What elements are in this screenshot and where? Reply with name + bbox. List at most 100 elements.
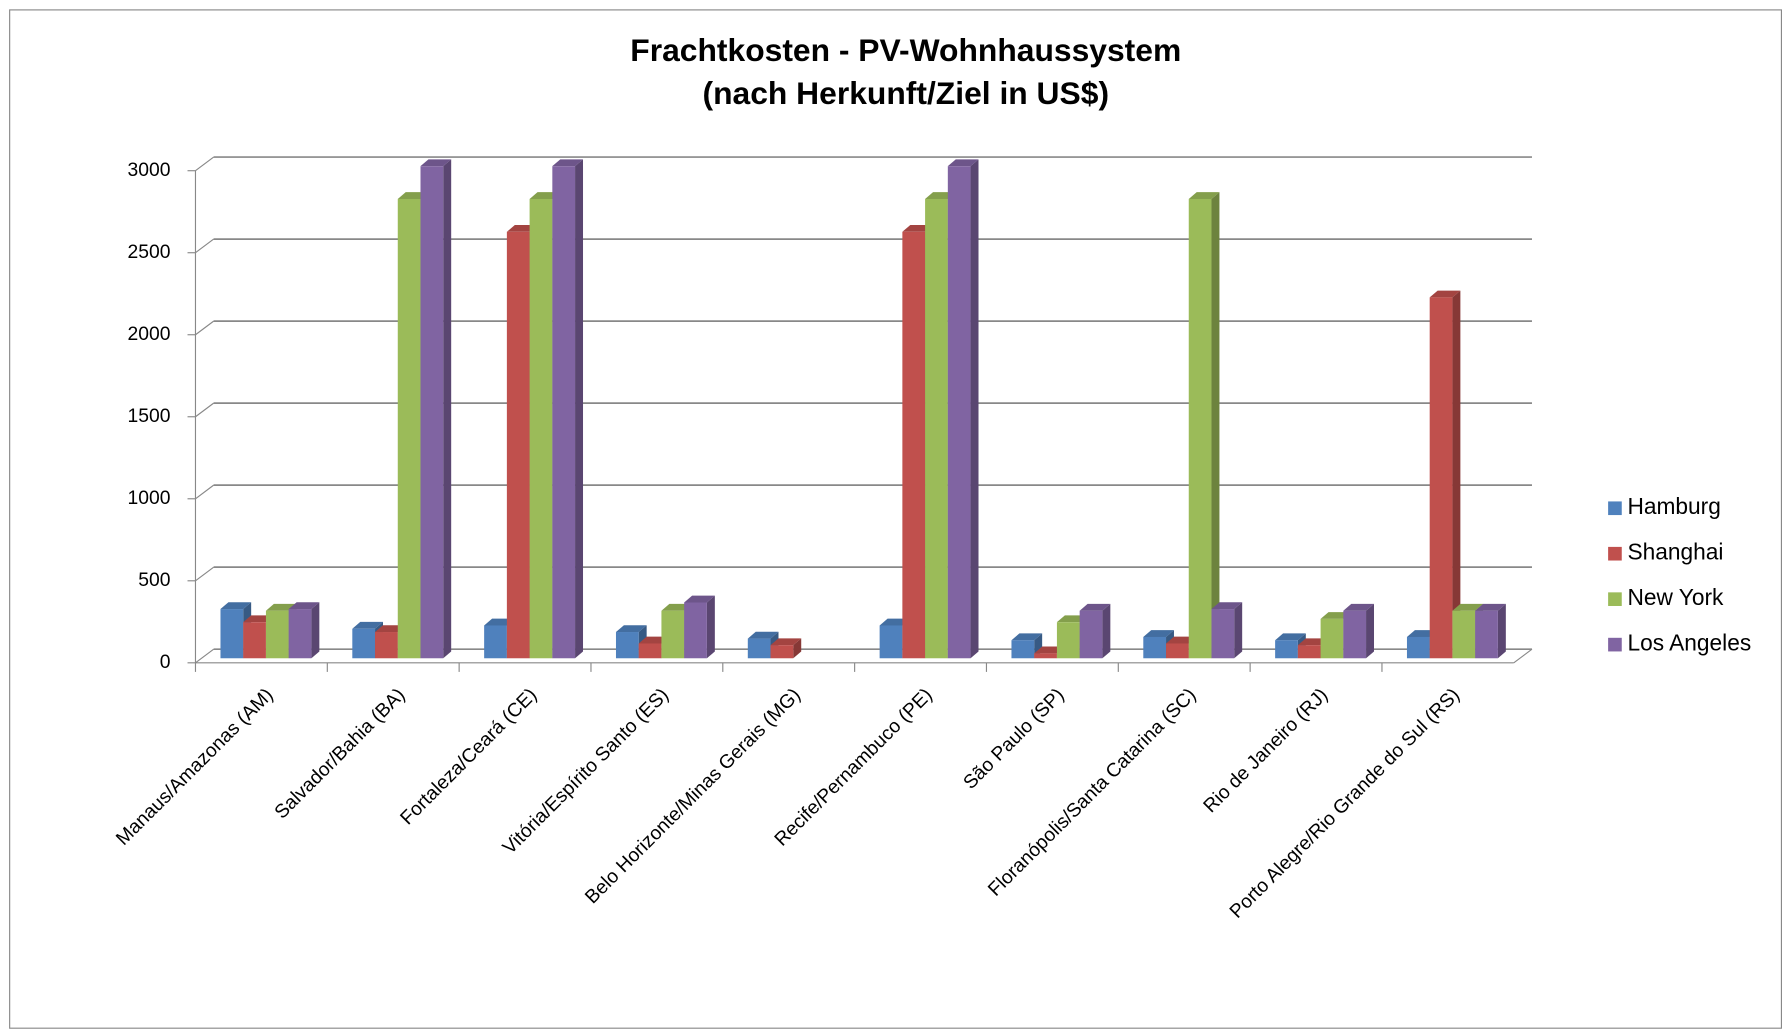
bar-front bbox=[552, 166, 576, 659]
y-tick-label: 2000 bbox=[128, 324, 171, 345]
grid-line-depth bbox=[195, 238, 214, 254]
bar-front bbox=[747, 638, 771, 659]
grid-line-depth bbox=[195, 402, 214, 418]
bar-front bbox=[770, 645, 794, 659]
bar-front bbox=[947, 166, 971, 659]
bar-top bbox=[684, 595, 715, 603]
chart-subtitle: (nach Herkunft/Ziel in US$) bbox=[703, 75, 1110, 111]
bar-front bbox=[879, 625, 903, 659]
bar-top bbox=[1211, 602, 1243, 610]
y-tick-label: 2500 bbox=[128, 242, 171, 263]
bar-front bbox=[925, 198, 948, 659]
bar bbox=[947, 159, 979, 659]
bar-front bbox=[506, 231, 530, 659]
bar bbox=[420, 159, 452, 659]
bar-front bbox=[265, 610, 289, 659]
bar bbox=[684, 595, 715, 659]
bar bbox=[1343, 603, 1375, 659]
bar-front bbox=[1320, 618, 1344, 659]
bar-front bbox=[1056, 622, 1080, 659]
bar bbox=[1475, 603, 1506, 659]
bar-top bbox=[288, 602, 320, 610]
bar-front bbox=[352, 628, 376, 659]
grid-line-depth bbox=[195, 156, 214, 172]
bar-front bbox=[420, 166, 444, 659]
bar-side bbox=[1102, 603, 1111, 659]
bar-top bbox=[747, 631, 779, 639]
legend-swatch bbox=[1608, 592, 1622, 606]
grid-line-depth bbox=[195, 320, 214, 336]
bar-front bbox=[1429, 297, 1453, 659]
bar-front bbox=[661, 610, 685, 659]
legend-label: Los Angeles bbox=[1627, 630, 1751, 656]
bar-front bbox=[1297, 645, 1321, 659]
legend-label: Shanghai bbox=[1627, 539, 1723, 565]
bar bbox=[1211, 602, 1243, 659]
y-tick-label: 3000 bbox=[128, 160, 171, 181]
bar bbox=[552, 159, 584, 659]
legend-swatch bbox=[1608, 546, 1622, 561]
bar-top bbox=[1188, 192, 1220, 199]
bar-top bbox=[1275, 633, 1306, 641]
grid-line-depth bbox=[195, 484, 214, 500]
bar-top bbox=[1011, 633, 1043, 641]
grid-line-depth bbox=[195, 648, 214, 664]
bar bbox=[1011, 633, 1043, 659]
bar-side bbox=[311, 602, 320, 659]
bar-top bbox=[770, 638, 802, 646]
bar-front bbox=[1079, 610, 1103, 659]
bar-side bbox=[970, 159, 979, 659]
bar-front bbox=[1143, 636, 1167, 659]
bar-front bbox=[484, 625, 507, 659]
bar-top bbox=[352, 621, 383, 629]
bar-front bbox=[1188, 198, 1212, 659]
bar-top bbox=[420, 159, 452, 167]
bar-side bbox=[443, 159, 452, 659]
bar-front bbox=[397, 198, 421, 659]
legend-swatch bbox=[1608, 501, 1622, 516]
bar-side bbox=[1452, 290, 1461, 659]
bar-front bbox=[529, 198, 553, 659]
legend-label: New York bbox=[1627, 584, 1724, 610]
bar-top bbox=[947, 159, 979, 167]
bar-front bbox=[375, 632, 398, 659]
bar-front bbox=[615, 632, 639, 659]
bar-top bbox=[1143, 630, 1174, 637]
bar bbox=[1429, 290, 1461, 659]
y-tick-label: 1000 bbox=[128, 488, 171, 509]
bar-side bbox=[1234, 602, 1243, 659]
bar-side bbox=[706, 595, 715, 659]
y-tick-label: 1500 bbox=[128, 406, 171, 427]
bar-top bbox=[1452, 603, 1484, 611]
y-tick-label: 0 bbox=[160, 652, 171, 673]
bar-top bbox=[1475, 603, 1506, 611]
bar-front bbox=[220, 609, 244, 659]
bar-front bbox=[243, 622, 266, 659]
bar-front bbox=[1343, 610, 1367, 659]
grid-line-depth bbox=[195, 566, 214, 582]
floor-edge bbox=[1513, 648, 1533, 664]
bar-front bbox=[1275, 640, 1298, 659]
bar-front bbox=[902, 231, 926, 659]
legend-label: Hamburg bbox=[1627, 493, 1720, 519]
bar-side bbox=[1497, 603, 1506, 659]
bar bbox=[1079, 603, 1111, 659]
bar-top bbox=[1079, 603, 1111, 611]
chart-border bbox=[9, 9, 1782, 1029]
legend-swatch bbox=[1608, 637, 1622, 652]
bar-front bbox=[638, 643, 662, 659]
bar-side bbox=[793, 638, 802, 659]
bar-side bbox=[575, 159, 584, 659]
bar-front bbox=[288, 609, 312, 659]
bar bbox=[288, 602, 320, 659]
chart-title: Frachtkosten - PV-Wohnhaussystem bbox=[630, 32, 1181, 68]
bar-side bbox=[1366, 603, 1375, 659]
y-tick-label: 500 bbox=[138, 570, 170, 591]
bar-top bbox=[220, 602, 252, 610]
bar bbox=[1188, 192, 1220, 659]
bar-front bbox=[1475, 610, 1498, 659]
bar-top bbox=[1343, 603, 1375, 611]
bar-side bbox=[1211, 192, 1220, 659]
bar-front bbox=[1452, 610, 1476, 659]
